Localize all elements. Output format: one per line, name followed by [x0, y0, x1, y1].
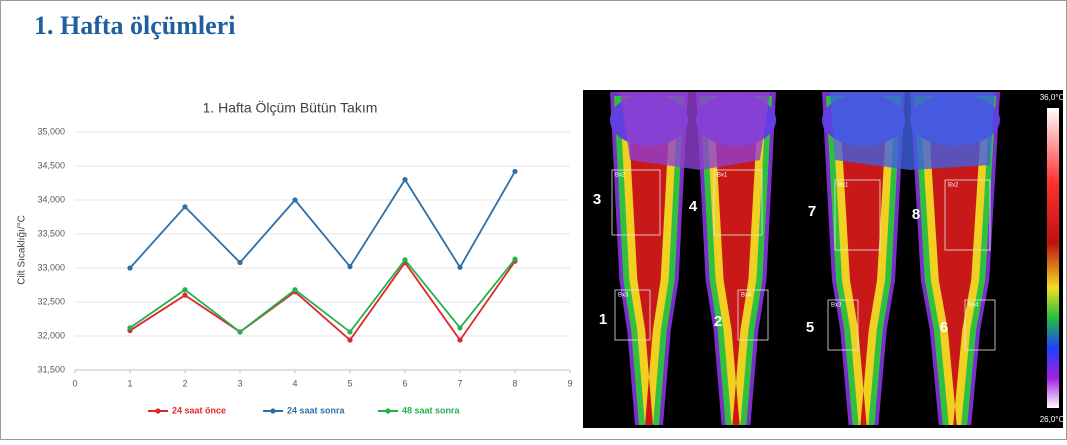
- box-label: Bx4: [968, 303, 979, 309]
- measure-box: [614, 289, 651, 341]
- data-point: [347, 329, 353, 335]
- thermal-image: 36,0°C 26,0°C Bx2 3 Bx1 4 Bx3 1 Bx4 2 Bx1 7 Bx2 8 Bx…: [583, 90, 1064, 428]
- data-point: [402, 257, 408, 263]
- y-tick-label: 34,500: [37, 160, 65, 170]
- data-point: [292, 287, 298, 293]
- data-point: [347, 264, 353, 270]
- x-tick-label: 1: [127, 378, 132, 388]
- y-tick-label: 32,000: [37, 330, 65, 340]
- data-point: [127, 325, 133, 331]
- measure-box: [713, 169, 763, 236]
- region-number: 1: [599, 311, 607, 328]
- data-point: [512, 168, 518, 175]
- series-line: [129, 170, 516, 270]
- measure-box: [737, 289, 769, 341]
- x-tick-label: 2: [182, 378, 187, 388]
- measure-box: [944, 179, 991, 251]
- x-tick-label: 6: [402, 378, 407, 388]
- y-tick-label: 33,500: [37, 228, 65, 238]
- x-tick-label: 8: [512, 378, 517, 388]
- y-tick-label: 31,500: [37, 364, 65, 374]
- box-label: Bx2: [948, 183, 959, 189]
- scale-min: 26,0°C: [1040, 415, 1065, 424]
- measure-box: [611, 169, 661, 236]
- data-point: [182, 292, 188, 298]
- data-point: [292, 197, 298, 203]
- y-tick-label: 35,000: [37, 126, 65, 136]
- series-line: [129, 258, 516, 334]
- x-tick-label: 0: [72, 378, 77, 388]
- chart-title: 1. Hafta Ölçüm Bütün Takım: [203, 99, 378, 116]
- box-label: Bx2: [615, 173, 626, 179]
- data-point: [512, 256, 518, 262]
- box-label: Bx3: [618, 293, 629, 299]
- leg-heat: [928, 110, 982, 425]
- region-number: 5: [806, 319, 814, 336]
- region-number: 8: [912, 206, 920, 223]
- region-number: 4: [689, 198, 698, 215]
- legend-label: 24 saat önce: [172, 405, 226, 415]
- region-number: 7: [808, 203, 816, 220]
- x-tick-label: 7: [457, 378, 462, 388]
- x-tick-label: 4: [292, 378, 297, 388]
- slide-title: 1. Hafta ölçümleri: [34, 11, 235, 40]
- measure-box: [827, 299, 859, 351]
- leg-heat: [840, 110, 887, 425]
- legend-label: 48 saat sonra: [402, 405, 461, 415]
- y-axis-label: Cilt Sıcaklığı/°C: [17, 215, 28, 285]
- data-point: [402, 177, 408, 183]
- data-point: [237, 329, 243, 335]
- legend-marker: [385, 408, 391, 414]
- leg-heat: [714, 110, 758, 425]
- y-tick-label: 32,500: [37, 296, 65, 306]
- legend-marker: [155, 408, 161, 414]
- data-point: [457, 264, 463, 270]
- region-number: 6: [940, 319, 948, 336]
- data-point: [237, 259, 243, 266]
- measure-box: [834, 179, 881, 251]
- data-point: [182, 204, 188, 210]
- measure-box: [964, 299, 996, 351]
- temperature-scale: [1047, 108, 1059, 408]
- data-point: [127, 265, 133, 271]
- data-point: [457, 325, 463, 331]
- hip-heat: [620, 92, 770, 170]
- data-point: [347, 337, 353, 343]
- box-label: Bx1: [838, 183, 849, 189]
- data-point: [457, 337, 463, 343]
- box-label: Bx3: [831, 303, 842, 309]
- legend-label: 24 saat sonra: [287, 405, 346, 415]
- legend-marker: [270, 408, 276, 414]
- region-number: 2: [714, 313, 722, 330]
- box-label: Bx4: [741, 293, 752, 299]
- y-tick-label: 34,000: [37, 194, 65, 204]
- x-tick-label: 3: [237, 378, 242, 388]
- leg-heat: [628, 110, 670, 425]
- hip-heat: [830, 92, 995, 170]
- series-line: [129, 260, 516, 342]
- x-tick-label: 5: [347, 378, 352, 388]
- data-point: [182, 287, 188, 293]
- scale-max: 36,0°C: [1040, 93, 1065, 102]
- region-number: 3: [593, 191, 601, 208]
- y-tick-label: 33,000: [37, 262, 65, 272]
- box-label: Bx1: [717, 173, 728, 179]
- x-tick-label: 9: [567, 378, 572, 388]
